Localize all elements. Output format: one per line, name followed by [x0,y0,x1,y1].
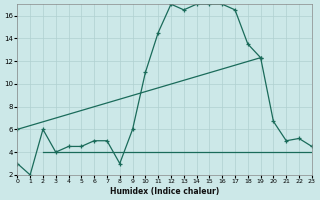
X-axis label: Humidex (Indice chaleur): Humidex (Indice chaleur) [110,187,219,196]
